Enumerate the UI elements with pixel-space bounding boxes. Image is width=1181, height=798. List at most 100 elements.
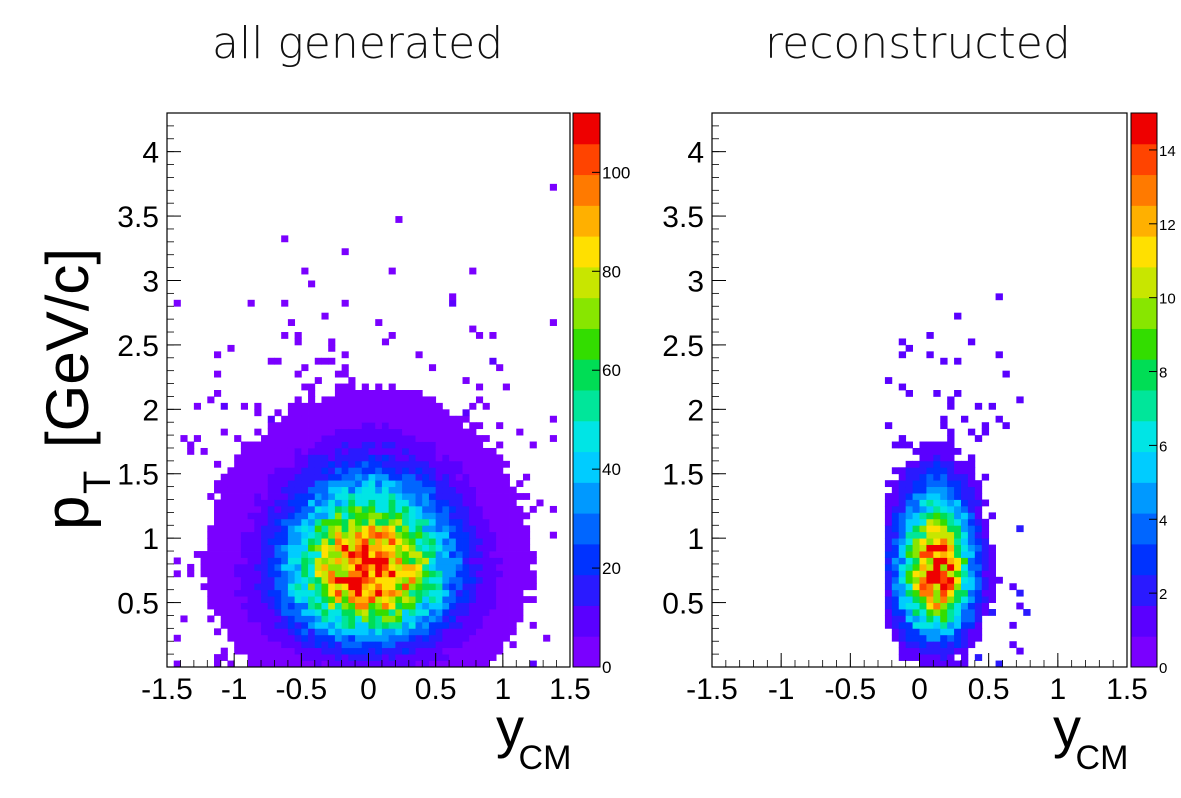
left-heatmap-cell	[475, 460, 484, 468]
left-heatmap-cell	[334, 557, 343, 565]
left-heatmap-cell	[449, 299, 457, 307]
left-heatmap-cell	[549, 505, 557, 513]
right-color-bar-segment	[1131, 636, 1157, 668]
left-heatmap-cell	[502, 486, 510, 494]
left-heatmap-cell	[442, 480, 450, 488]
left-heatmap-cell	[348, 615, 356, 623]
left-heatmap-cell	[355, 609, 363, 616]
right-heatmap-cell	[967, 473, 976, 481]
left-heatmap-cell	[267, 422, 275, 430]
left-heatmap-cell	[509, 563, 517, 571]
left-heatmap-cell	[234, 518, 242, 526]
right-heatmap-cell	[1009, 641, 1017, 649]
left-heatmap-cell	[496, 596, 504, 603]
left-heatmap-cell	[442, 409, 450, 417]
left-heatmap-cell	[462, 589, 470, 597]
left-heatmap-cell	[348, 441, 356, 449]
right-heatmap-cell	[926, 538, 934, 545]
left-heatmap-cell	[395, 428, 403, 436]
left-color-bar-segment	[573, 390, 600, 422]
left-heatmap-cell	[469, 609, 477, 616]
left-heatmap-cell	[254, 628, 262, 636]
left-heatmap-cell	[375, 499, 383, 507]
left-heatmap-cell	[361, 596, 369, 603]
left-heatmap-cell	[496, 589, 504, 597]
right-heatmap-cell	[947, 628, 955, 636]
left-heatmap-cell	[388, 332, 396, 339]
left-heatmap-cell	[314, 518, 322, 526]
right-heatmap-cell	[898, 589, 907, 597]
right-heatmap-cell	[891, 518, 900, 526]
right-heatmap-cell	[891, 615, 900, 623]
left-color-bar-segment	[573, 513, 600, 545]
left-heatmap-cell	[308, 518, 316, 526]
left-heatmap-cell	[402, 486, 410, 494]
right-heatmap-cell	[933, 467, 941, 475]
left-heatmap-cell	[449, 557, 457, 565]
left-heatmap-cell	[281, 493, 289, 500]
right-heatmap-cell	[919, 460, 927, 468]
right-heatmap-cell	[974, 634, 983, 642]
left-heatmap-cell	[301, 383, 309, 391]
left-heatmap-cell	[368, 480, 376, 488]
left-heatmap-cell	[214, 583, 222, 591]
left-heatmap-cell	[395, 589, 403, 597]
right-heatmap-cell	[926, 499, 934, 507]
left-heatmap-cell	[334, 660, 343, 668]
left-heatmap-cell	[261, 641, 269, 649]
left-heatmap-cell	[415, 499, 423, 507]
left-heatmap-cell	[281, 563, 289, 571]
right-heatmap-cell	[981, 563, 990, 571]
right-heatmap-cell	[912, 467, 920, 475]
left-heatmap-cell	[529, 505, 537, 513]
left-heatmap-cell	[455, 634, 463, 642]
left-heatmap-cell	[428, 415, 437, 423]
left-heatmap-cell	[328, 531, 336, 539]
right-heatmap-cell	[891, 557, 900, 565]
right-heatmap-cell	[926, 525, 934, 533]
left-heatmap-cell	[395, 551, 403, 558]
left-heatmap-cell	[247, 486, 255, 494]
left-heatmap-cell	[287, 473, 296, 481]
left-heatmap-cell	[308, 602, 316, 610]
left-heatmap-cell	[220, 615, 228, 623]
right-y-tick-label: 0.5	[662, 588, 704, 621]
left-heatmap-cell	[428, 551, 437, 558]
left-heatmap-cell	[388, 415, 396, 423]
left-heatmap-cell	[207, 396, 215, 404]
right-heatmap-cell	[919, 531, 927, 539]
left-heatmap-cell	[240, 602, 248, 610]
right-heatmap-cell	[905, 460, 913, 468]
left-heatmap-cell	[395, 415, 403, 423]
left-heatmap-cell	[449, 583, 457, 591]
left-heatmap-cell	[294, 589, 302, 597]
left-heatmap-cell	[388, 396, 396, 404]
left-heatmap-cell	[254, 402, 262, 410]
left-heatmap-cell	[261, 602, 269, 610]
right-heatmap-cell	[905, 647, 913, 655]
right-heatmap-cell	[947, 525, 955, 533]
left-heatmap-cell	[455, 493, 463, 500]
left-heatmap-cell	[408, 396, 416, 404]
right-heatmap-cell	[926, 454, 934, 462]
left-heatmap-cell	[489, 447, 497, 455]
left-heatmap-cell	[240, 531, 248, 539]
left-chart-title: all generated	[212, 18, 504, 69]
left-heatmap-cell	[308, 493, 316, 500]
right-heatmap-cell	[919, 596, 927, 603]
left-heatmap-cell	[193, 551, 201, 558]
left-heatmap-cell	[240, 454, 248, 462]
left-heatmap-cell	[281, 531, 289, 539]
right-heatmap-cell	[974, 615, 983, 623]
right-heatmap-cell	[954, 596, 962, 603]
left-heatmap-cell	[308, 641, 316, 649]
left-heatmap-cell	[281, 628, 289, 636]
left-heatmap-cell	[422, 531, 430, 539]
left-heatmap-cell	[449, 473, 457, 481]
left-heatmap-cell	[361, 538, 369, 545]
left-heatmap-cell	[287, 409, 296, 417]
right-heatmap-cell	[919, 499, 927, 507]
left-heatmap-cell	[395, 621, 403, 629]
left-heatmap-cell	[294, 660, 302, 668]
